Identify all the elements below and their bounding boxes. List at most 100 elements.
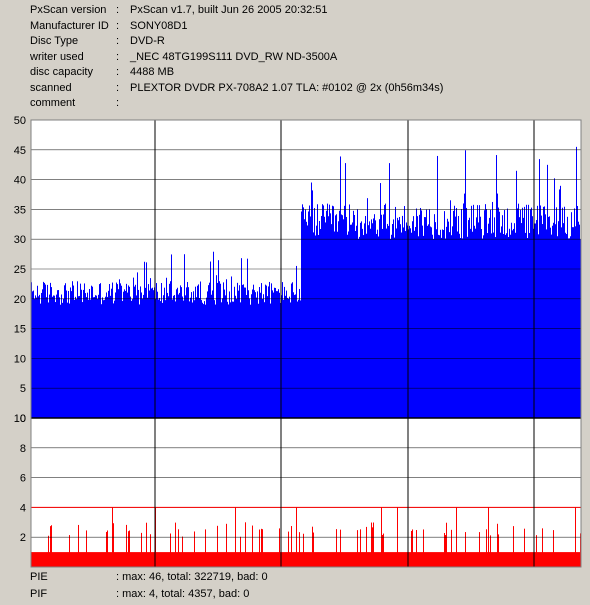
pif-bar	[497, 523, 498, 567]
pie-bar	[102, 297, 103, 418]
pif-bar	[509, 552, 510, 567]
pif-bar	[264, 552, 265, 567]
pif-bar	[416, 530, 417, 567]
pie-bar	[297, 301, 298, 418]
pif-bar	[103, 552, 104, 567]
pie-bar	[557, 236, 558, 418]
pie-bar	[514, 223, 515, 418]
pie-bar	[39, 294, 40, 418]
pif-bar	[358, 552, 359, 567]
pif-bar	[66, 552, 67, 567]
pif-bar	[369, 552, 370, 567]
pie-bar	[515, 232, 516, 418]
pie-bar	[422, 225, 423, 418]
pif-bar	[344, 552, 345, 567]
pie-bar	[122, 301, 123, 418]
pif-bar	[191, 552, 192, 567]
pif-bar	[465, 532, 466, 567]
pif-bar	[503, 552, 504, 567]
pie-bar	[393, 219, 394, 418]
pif-bar	[335, 552, 336, 567]
pif-bar	[107, 530, 108, 567]
pif-bar	[40, 552, 41, 567]
pif-bar	[522, 552, 523, 567]
pie-bar	[52, 296, 53, 418]
pif-bar	[246, 552, 247, 567]
pie-bar	[172, 299, 173, 418]
pie-bar	[348, 231, 349, 418]
pie-bar	[386, 228, 387, 418]
pif-bar	[433, 552, 434, 567]
pie-bar	[56, 294, 57, 418]
pie-bar	[171, 254, 172, 418]
pif-bar	[466, 552, 467, 567]
pie-bar	[474, 225, 475, 418]
pif-bar	[471, 552, 472, 567]
pif-bar	[357, 530, 358, 567]
pif-bar	[501, 552, 502, 567]
pie-bar	[69, 303, 70, 418]
pif-bar	[256, 552, 257, 567]
pif-bar	[308, 552, 309, 567]
pie-bar	[59, 297, 60, 418]
pie-bar	[476, 217, 477, 418]
pie-bar	[273, 292, 274, 418]
pif-bar	[69, 535, 70, 567]
pif-bar	[215, 552, 216, 567]
pif-bar	[373, 522, 374, 567]
pif-bar	[87, 552, 88, 567]
y-tick-label: 35	[14, 204, 26, 216]
pif-bar	[214, 552, 215, 567]
pie-bar	[124, 289, 125, 418]
pie-bar	[291, 283, 292, 418]
pie-bar	[146, 262, 147, 418]
pie-bar	[230, 302, 231, 418]
pie-bar	[403, 227, 404, 418]
pif-bar	[425, 552, 426, 567]
pie-bar	[342, 215, 343, 418]
pif-bar	[571, 552, 572, 567]
pie-bar	[349, 204, 350, 418]
pif-bar	[542, 528, 543, 567]
pif-bar	[231, 552, 232, 567]
pie-bar	[504, 210, 505, 418]
pie-bar	[417, 216, 418, 418]
pif-bar	[494, 552, 495, 567]
pif-bar	[110, 552, 111, 567]
pif-bar	[177, 552, 178, 567]
pif-bar	[135, 552, 136, 567]
pie-bar	[512, 230, 513, 418]
pie-bar	[336, 214, 337, 418]
pie-bar	[577, 205, 578, 418]
pif-bar	[75, 552, 76, 567]
pie-bar	[446, 226, 447, 418]
pif-bar	[212, 552, 213, 567]
pif-bar	[482, 552, 483, 567]
pie-bar	[141, 292, 142, 418]
pie-bar	[161, 283, 162, 418]
pif-bar	[249, 552, 250, 567]
pie-bar	[159, 297, 160, 418]
pif-bar	[307, 552, 308, 567]
pif-bar	[89, 552, 90, 567]
pif-bar	[142, 552, 143, 567]
pif-bar	[148, 552, 149, 567]
pif-bar	[239, 552, 240, 567]
pie-bar	[546, 229, 547, 418]
pie-bar	[134, 286, 135, 418]
pif-bar	[445, 535, 446, 567]
pie-bar	[457, 231, 458, 418]
pie-bar	[311, 182, 312, 418]
pie-bar	[529, 232, 530, 418]
pie-bar	[333, 206, 334, 418]
pif-bar	[390, 552, 391, 567]
pif-bar	[184, 552, 185, 567]
pif-bar	[42, 552, 43, 567]
pif-label: PIF	[30, 588, 48, 600]
pie-bar	[550, 227, 551, 418]
pif-bar	[106, 531, 107, 567]
pif-bar	[437, 552, 438, 567]
pie-bar	[355, 230, 356, 418]
pie-bar	[456, 208, 457, 418]
pif-bar	[136, 552, 137, 567]
